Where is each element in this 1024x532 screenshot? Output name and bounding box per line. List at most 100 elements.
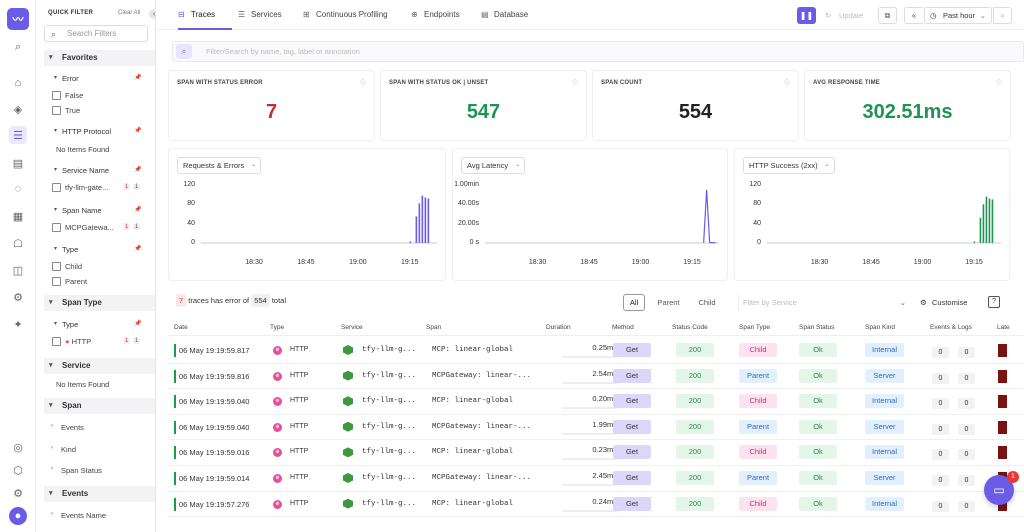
sparkle-icon[interactable]: ✦: [13, 318, 23, 331]
time-back-button[interactable]: «: [904, 7, 923, 24]
col-date[interactable]: Date: [174, 324, 188, 331]
segment-child[interactable]: Child: [698, 298, 716, 307]
option-true[interactable]: True: [52, 106, 80, 115]
checkbox[interactable]: [52, 262, 61, 271]
table-row[interactable]: 06 May 19:19:59.014 ⊕ HTTP tfy-llm-g... MCPG…: [168, 466, 1024, 492]
group-events[interactable]: ▾ Events: [44, 486, 155, 502]
group-span-type[interactable]: ▾ Span Type: [44, 295, 155, 311]
group-span[interactable]: ▾ Span: [44, 398, 155, 414]
segment-all[interactable]: All: [623, 294, 645, 311]
checkbox[interactable]: [52, 91, 61, 100]
tab-traces[interactable]: ⊟ Traces: [178, 0, 232, 30]
col-latency[interactable]: Late: [997, 324, 1010, 331]
gear-icon[interactable]: ⚙: [13, 487, 23, 500]
group-favorites[interactable]: ▾ Favorites: [44, 50, 155, 66]
robot-icon[interactable]: ☖: [13, 237, 23, 250]
search-icon[interactable]: ⌕: [14, 40, 22, 53]
col-span-type[interactable]: Span Type: [739, 324, 770, 331]
tab-database[interactable]: ▤ Database: [481, 0, 528, 30]
option-http[interactable]: ● HTTP: [52, 337, 91, 346]
group-service[interactable]: ▾ Service: [44, 358, 155, 374]
option-parent[interactable]: Parent: [52, 277, 87, 286]
avatar-icon[interactable]: ●: [9, 507, 27, 525]
span-cell[interactable]: MCPGateway: linear-...: [432, 422, 532, 431]
table-row[interactable]: 06 May 19:19:59.816 ⊕ HTTP tfy-llm-g... MCPG…: [168, 364, 1024, 390]
help-icon[interactable]: ◎: [13, 441, 23, 454]
clear-all-link[interactable]: Clear All: [118, 10, 141, 16]
filter-service-name[interactable]: ▾ Service Name: [54, 166, 109, 175]
option-child[interactable]: Child: [52, 262, 82, 271]
logo-icon[interactable]: 〰: [7, 8, 29, 30]
col-service[interactable]: Service: [341, 324, 363, 331]
info-icon[interactable]: ⓘ: [359, 81, 366, 87]
checkbox[interactable]: [52, 106, 61, 115]
pin-icon[interactable]: 📌: [134, 246, 142, 252]
chart-metric-select[interactable]: Avg Latency ⌄: [461, 157, 526, 174]
span-cell[interactable]: MCPGateway: linear-...: [432, 371, 532, 380]
copy-button[interactable]: ⧉: [878, 7, 897, 24]
checkbox[interactable]: [52, 223, 61, 232]
info-icon[interactable]: ⓘ: [995, 81, 1002, 87]
col-span-status[interactable]: Span Status: [799, 324, 835, 331]
span-cell[interactable]: MCP: linear-global: [432, 397, 514, 406]
tab-services[interactable]: ☰ Services: [238, 0, 282, 30]
table-row[interactable]: 06 May 19:19:59.040 ⊕ HTTP tfy-llm-g... MCP:…: [168, 389, 1024, 415]
table-row[interactable]: 06 May 19:19:59.016 ⊕ HTTP tfy-llm-g... MCP:…: [168, 440, 1024, 466]
update-button[interactable]: ↻ Update: [825, 7, 863, 24]
option-service[interactable]: tfy-llm-gate...: [52, 183, 108, 192]
table-row[interactable]: 06 May 19:19:59.040 ⊕ HTTP tfy-llm-g... MCPG…: [168, 415, 1024, 441]
pin-icon[interactable]: 📌: [134, 321, 142, 327]
help-button[interactable]: ?: [988, 296, 1000, 308]
tab-continuous-profiling[interactable]: ⊞ Continuous Profiling: [303, 0, 388, 30]
col-method[interactable]: Method: [612, 324, 634, 331]
col-span[interactable]: Span: [426, 324, 442, 331]
filter-error[interactable]: ▾ Error: [54, 74, 79, 83]
option-span-name[interactable]: MCPGatewa...: [52, 223, 114, 232]
checkbox[interactable]: [52, 183, 61, 192]
box-icon[interactable]: ⬡: [13, 464, 23, 477]
collapse-panel-button[interactable]: ‹: [149, 9, 155, 19]
home-icon[interactable]: ⌂: [14, 77, 22, 89]
checkbox[interactable]: [52, 277, 61, 286]
traces-icon[interactable]: ☰: [9, 126, 27, 144]
customise-button[interactable]: ⚙ Customise: [920, 294, 967, 311]
alert-icon[interactable]: ◌: [14, 183, 22, 195]
filter-span-name[interactable]: ▾ Span Name: [54, 206, 102, 215]
table-row[interactable]: 06 May 19:19:59.817 ⊕ HTTP tfy-llm-g... MCP:…: [168, 338, 1024, 364]
pause-button[interactable]: ❚❚: [797, 7, 816, 24]
settings-icon[interactable]: ⚙: [13, 291, 23, 304]
filter-type[interactable]: ▾ Type: [54, 245, 78, 254]
chart-icon[interactable]: ◫: [12, 264, 24, 277]
pin-icon[interactable]: 📌: [134, 167, 142, 173]
layers-icon[interactable]: ◈: [13, 103, 23, 116]
chart-metric-select[interactable]: HTTP Success (2xx) ⌄: [743, 157, 835, 174]
checkbox[interactable]: [52, 337, 61, 346]
service-filter-select[interactable]: Filter by Service ⌄: [738, 294, 908, 311]
time-forward-button[interactable]: »: [993, 7, 1012, 24]
filter-events[interactable]: › Events: [51, 423, 84, 432]
col-span-kind[interactable]: Span Kind: [865, 324, 895, 331]
filter-span-type[interactable]: ▾ Type: [54, 320, 78, 329]
col-duration[interactable]: Duration: [546, 324, 571, 331]
pin-icon[interactable]: 📌: [134, 75, 142, 81]
chart-metric-select[interactable]: Requests & Errors ⌄: [177, 157, 262, 174]
segment-parent[interactable]: Parent: [657, 298, 680, 307]
document-icon[interactable]: ▤: [12, 157, 24, 170]
col-type[interactable]: Type: [270, 324, 285, 331]
filter-search-input[interactable]: ⌕ Search Filters: [44, 25, 148, 42]
time-range-select[interactable]: ◷ Past hour ⌄: [924, 7, 992, 24]
pin-icon[interactable]: 📌: [134, 207, 142, 213]
span-cell[interactable]: MCP: linear-global: [432, 499, 514, 508]
filter-kind[interactable]: › Kind: [51, 445, 76, 454]
pin-icon[interactable]: 📌: [134, 128, 142, 134]
info-icon[interactable]: ⓘ: [783, 81, 790, 87]
col-status-code[interactable]: Status Code: [672, 324, 708, 331]
filter-events-name[interactable]: › Events Name: [51, 511, 106, 520]
query-bar[interactable]: ⌕ Filter/Search by name, tag, label or a…: [172, 41, 1024, 62]
filter-span-status[interactable]: › Span Status: [51, 466, 102, 475]
filter-http-protocol[interactable]: ▾ HTTP Protocol: [54, 127, 111, 136]
span-cell[interactable]: MCPGateway: linear-...: [432, 474, 532, 482]
tab-endpoints[interactable]: ⊕ Endpoints: [411, 0, 460, 30]
col-events-logs[interactable]: Events & Logs: [930, 324, 972, 331]
span-cell[interactable]: MCP: linear-global: [432, 346, 514, 354]
